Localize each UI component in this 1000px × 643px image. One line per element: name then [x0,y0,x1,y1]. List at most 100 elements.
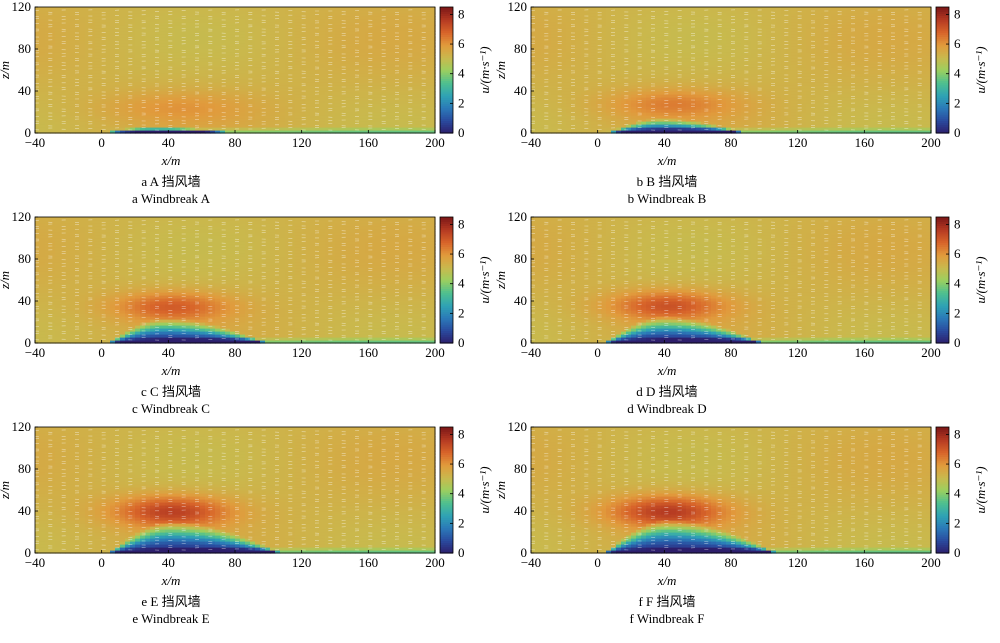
colorbar-label: u/(m·s⁻¹) [477,46,492,93]
x-axis-label: x/m [161,363,181,378]
caption-en: c Windbreak C [21,400,321,417]
y-tick-label: 0 [521,545,528,560]
y-axis-label: z/m [0,271,12,290]
x-tick-label: 160 [855,345,875,360]
panel-caption: f F 挡风墙 f Windbreak F [517,593,817,627]
x-tick-label: 40 [162,555,175,570]
x-tick-label: 200 [921,555,941,570]
panel-4-chart: −40 0 40 80 120 160 20004080120x/mz/m02468u/(m… [0,419,492,588]
y-tick-label: 40 [18,503,31,518]
vector-overlay [530,219,936,341]
y-tick-label: 120 [508,0,528,14]
colorbar-tick-label: 4 [458,66,465,81]
x-tick-label: −40 [25,555,45,570]
velocity-field [531,7,932,134]
y-axis-label: z/m [493,481,508,500]
colorbar-tick-label: 2 [458,95,465,110]
x-tick-label: 80 [229,345,242,360]
y-tick-label: 120 [508,209,528,224]
y-axis-label: z/m [493,61,508,80]
colorbar-tick-label: 0 [458,545,465,560]
x-tick-label: 160 [359,555,379,570]
x-tick-label: −40 [521,555,541,570]
x-tick-label: 120 [292,555,312,570]
caption-en: d Windbreak D [517,400,817,417]
y-tick-label: 120 [12,419,32,434]
x-tick-label: 0 [594,345,601,360]
colorbar [935,6,950,134]
colorbar-tick-label: 8 [954,216,961,231]
x-tick-label: 200 [425,555,445,570]
colorbar-tick-label: 0 [458,125,465,140]
colorbar-tick-label: 6 [458,246,465,261]
y-tick-label: 120 [12,0,32,14]
x-tick-label: 200 [425,135,445,150]
x-tick-label: 40 [658,135,671,150]
colorbar-tick-label: 8 [458,6,465,21]
colorbar-tick-label: 4 [954,66,961,81]
caption-en: f Windbreak F [517,610,817,627]
x-tick-label: 120 [292,345,312,360]
x-tick-label: 160 [855,135,875,150]
y-axis-label: z/m [0,61,12,80]
colorbar-label: u/(m·s⁻¹) [973,46,988,93]
colorbar-tick-label: 0 [954,335,961,350]
y-tick-label: 40 [514,503,527,518]
caption-cn: f F 挡风墙 [517,593,817,610]
caption-cn: e E 挡风墙 [21,593,321,610]
panel-caption: d D 挡风墙 d Windbreak D [517,383,817,417]
x-tick-label: 0 [594,555,601,570]
panel-3-chart: −40 0 40 80 120 160 20004080120x/mz/m02468u/(m… [493,209,988,378]
colorbar-tick-label: 2 [458,515,465,530]
x-axis-label: x/m [657,573,677,588]
vector-overlay [530,9,936,131]
x-tick-label: −40 [521,345,541,360]
colorbar-tick-label: 6 [954,36,961,51]
colorbar-label: u/(m·s⁻¹) [973,466,988,513]
colorbar-tick-label: 8 [458,216,465,231]
vector-overlay [34,9,440,131]
vector-overlay [530,429,936,551]
caption-en: b Windbreak B [517,190,817,207]
x-tick-label: 160 [359,135,379,150]
panel-caption: a A 挡风墙 a Windbreak A [21,173,321,207]
x-tick-label: 160 [855,555,875,570]
velocity-field [35,217,436,344]
colorbar [935,216,950,344]
caption-en: a Windbreak A [21,190,321,207]
colorbar-tick-label: 8 [954,6,961,21]
y-tick-label: 120 [12,209,32,224]
x-tick-label: −40 [25,345,45,360]
colorbar [439,216,454,344]
panel-0-chart: −40 0 40 80 120 160 20004080120x/mz/m02468u/(m… [0,0,492,168]
caption-cn: d D 挡风墙 [517,383,817,400]
colorbar-tick-label: 2 [954,305,961,320]
colorbar-tick-label: 0 [458,335,465,350]
x-tick-label: 0 [594,135,601,150]
colorbar [935,426,950,554]
colorbar-tick-label: 8 [954,426,961,441]
panel-2-chart: −40 0 40 80 120 160 20004080120x/mz/m02468u/(m… [0,209,492,378]
colorbar-tick-label: 0 [954,545,961,560]
y-tick-label: 0 [25,125,32,140]
y-tick-label: 80 [514,251,527,266]
y-tick-label: 80 [514,41,527,56]
y-tick-label: 80 [18,41,31,56]
colorbar-tick-label: 6 [954,456,961,471]
x-tick-label: 40 [658,555,671,570]
y-tick-label: 40 [514,83,527,98]
colorbar-tick-label: 4 [954,276,961,291]
x-tick-label: 80 [229,555,242,570]
vector-overlay [34,429,440,551]
x-tick-label: 80 [725,555,738,570]
x-tick-label: 40 [162,345,175,360]
x-tick-label: −40 [521,135,541,150]
colorbar-tick-label: 4 [954,486,961,501]
velocity-field [531,217,932,344]
colorbar-tick-label: 0 [954,125,961,140]
panel-1-chart: −40 0 40 80 120 160 20004080120x/mz/m02468u/(m… [493,0,988,168]
y-tick-label: 80 [514,461,527,476]
x-tick-label: 0 [98,135,105,150]
y-tick-label: 40 [514,293,527,308]
colorbar-label: u/(m·s⁻¹) [477,466,492,513]
